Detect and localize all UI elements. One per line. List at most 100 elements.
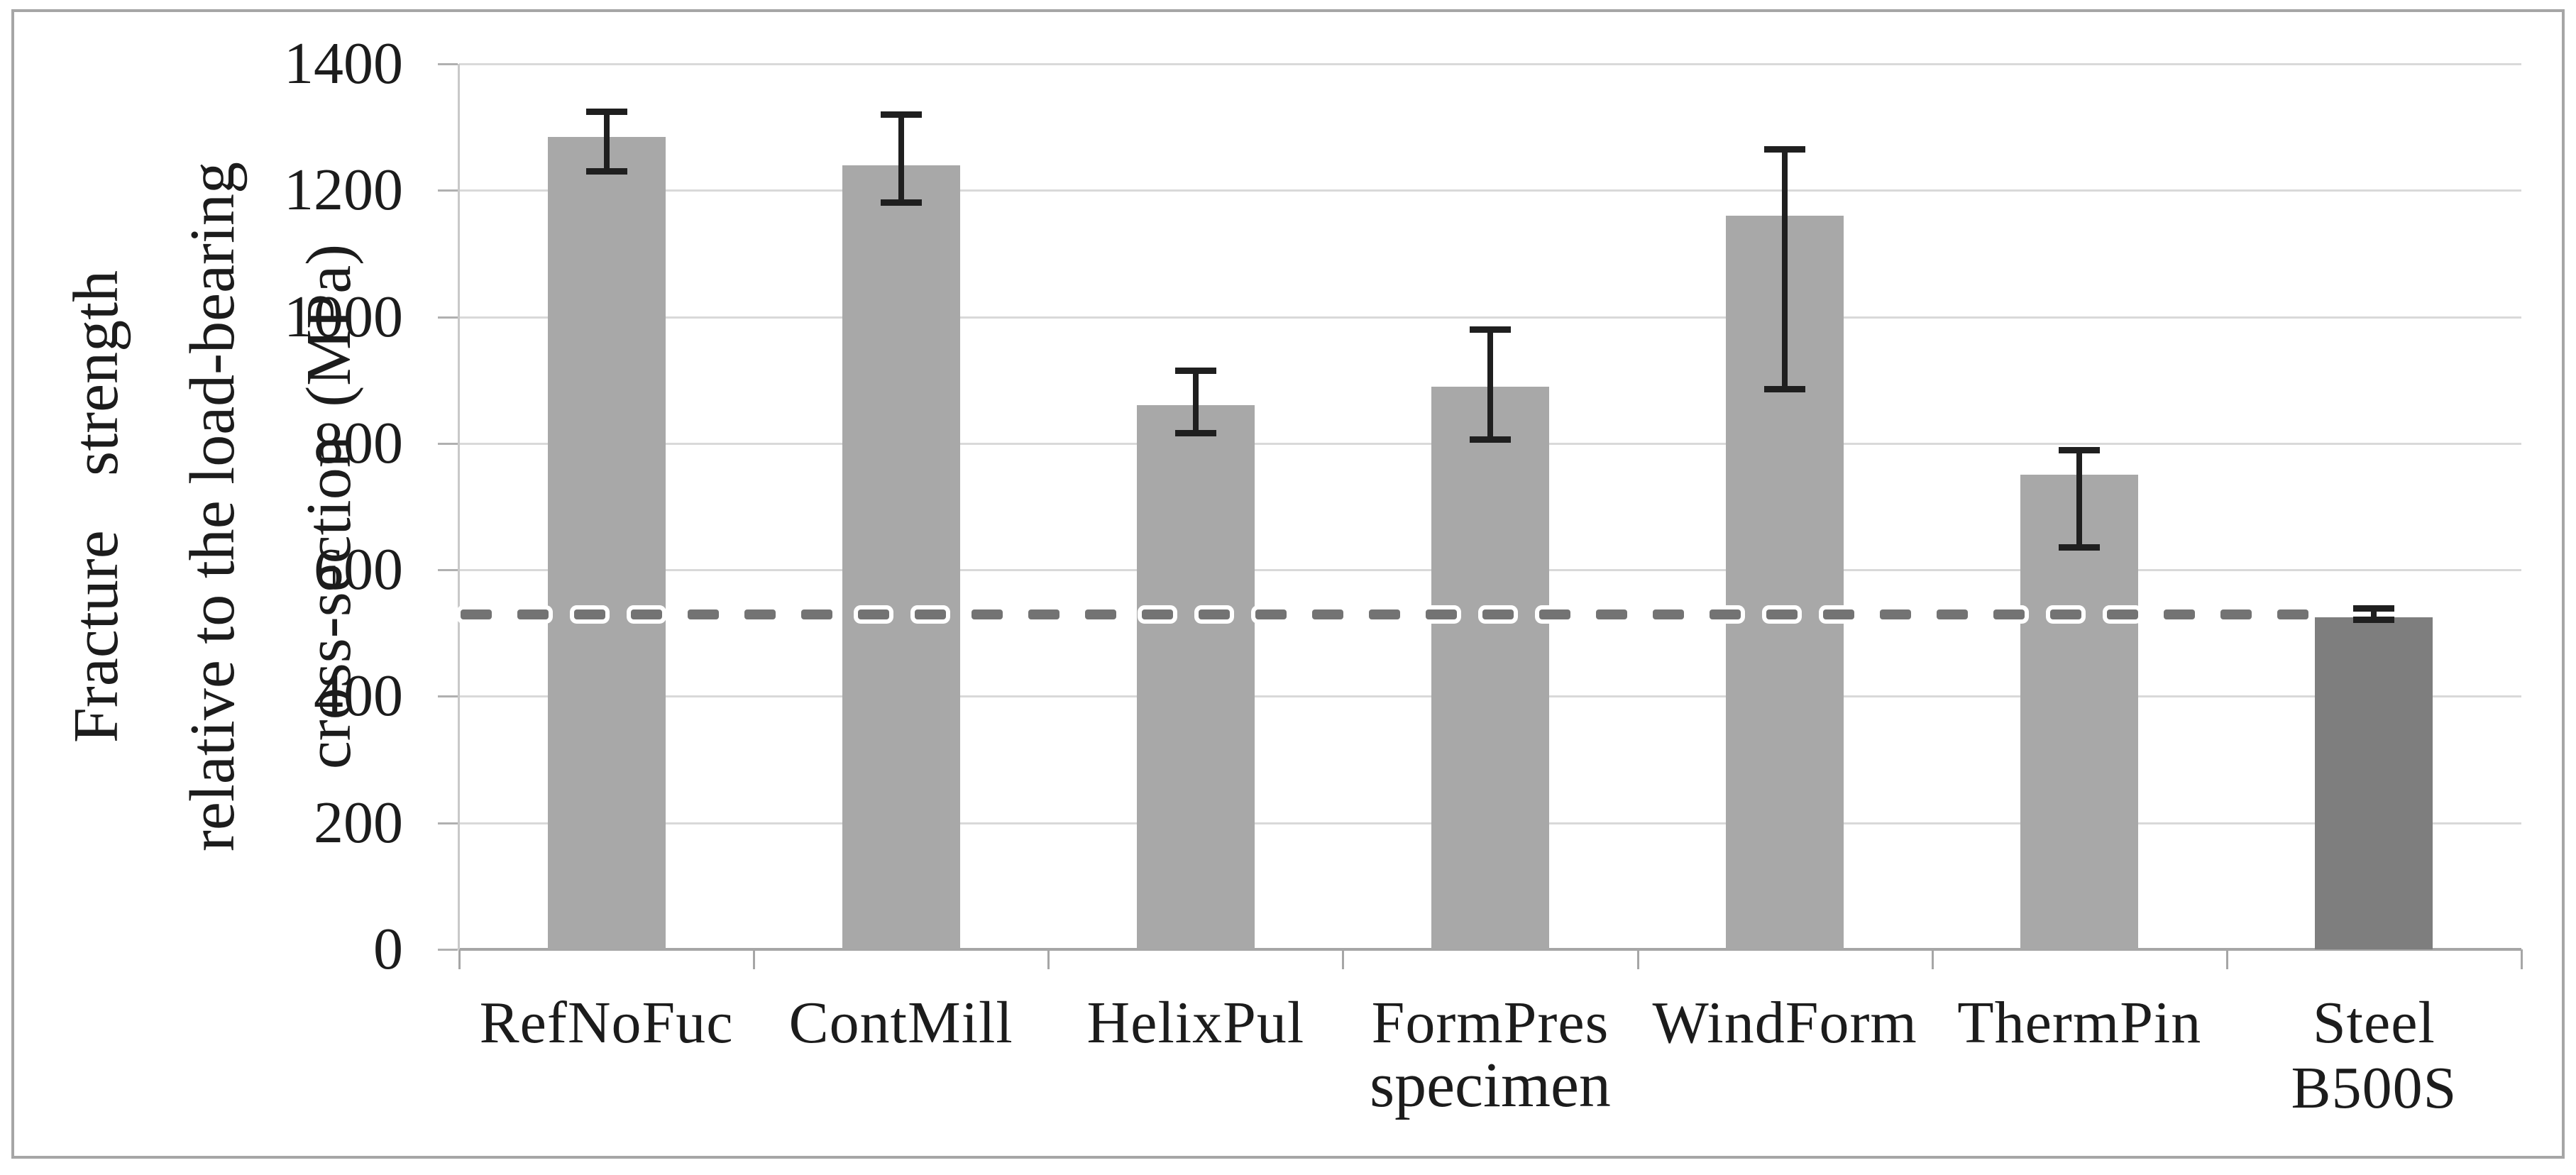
reference-dashed-line-segment xyxy=(1085,609,1116,619)
reference-dashed-line-segment xyxy=(1028,609,1059,619)
x-category-label: FormPres xyxy=(1371,990,1609,1056)
error-bar-cap-top xyxy=(1764,146,1806,153)
reference-dashed-line-segment xyxy=(744,609,776,619)
reference-dashed-line-segment xyxy=(1312,609,1343,619)
y-tick-label: 1000 xyxy=(284,283,403,350)
reference-dashed-line-segment xyxy=(1823,609,1854,619)
error-bar-cap-bottom xyxy=(1174,430,1216,437)
bar xyxy=(2020,475,2139,949)
error-bar-cap-bottom xyxy=(2059,544,2101,551)
reference-dashed-line-segment xyxy=(915,609,946,619)
x-tick-mark xyxy=(1636,949,1639,969)
reference-dashed-line-segment xyxy=(1482,609,1514,619)
x-category-label: ThermPin xyxy=(1957,990,2202,1056)
x-tick-mark xyxy=(1342,949,1345,969)
reference-dashed-line-segment xyxy=(858,609,889,619)
error-bar-cap-top xyxy=(1470,326,1511,333)
error-bar-line xyxy=(898,114,904,204)
bar xyxy=(842,165,960,949)
x-tick-mark xyxy=(458,949,461,969)
x-tick-mark xyxy=(1047,949,1050,969)
reference-dashed-line-segment xyxy=(1199,609,1230,619)
reference-dashed-line-segment xyxy=(688,609,719,619)
y-tick-label: 0 xyxy=(373,916,403,982)
x-tick-mark xyxy=(2521,949,2523,969)
reference-dashed-line-segment xyxy=(1710,609,1741,619)
y-tick-mark xyxy=(438,316,458,319)
reference-dashed-line-segment xyxy=(2164,609,2195,619)
y-tick-label: 1200 xyxy=(284,157,403,224)
y-tick-mark xyxy=(438,569,458,572)
error-bar-line xyxy=(1487,329,1493,441)
reference-dashed-line-segment xyxy=(1880,609,1911,619)
error-bar-cap-bottom xyxy=(585,167,627,175)
x-category-label: HelixPul xyxy=(1086,990,1305,1056)
reference-dashed-line-segment xyxy=(2277,609,2308,619)
reference-dashed-line-segment xyxy=(517,609,549,619)
error-bar-cap-bottom xyxy=(1764,386,1806,393)
error-bar-cap-bottom xyxy=(1470,436,1511,443)
axis-title-y-line1: Fracture strength xyxy=(61,270,131,744)
x-tick-mark xyxy=(753,949,756,969)
y-tick-mark xyxy=(438,695,458,698)
error-bar-cap-top xyxy=(2059,446,2101,453)
reference-dashed-line-segment xyxy=(1993,609,2025,619)
bar xyxy=(1431,386,1549,949)
reference-dashed-line-segment xyxy=(1426,609,1457,619)
reference-dashed-line-segment xyxy=(1539,609,1570,619)
y-tick-label: 600 xyxy=(314,536,403,603)
reference-dashed-line-segment xyxy=(1255,609,1287,619)
error-bar-line xyxy=(2371,607,2377,621)
error-bar-line xyxy=(2076,449,2083,548)
chart-border xyxy=(11,9,2565,1159)
bar-steel-b500s xyxy=(2315,617,2433,949)
reference-dashed-line-segment xyxy=(1596,609,1627,619)
error-bar-cap-top xyxy=(1174,368,1216,375)
reference-dashed-line-segment xyxy=(801,609,832,619)
error-bar-cap-top xyxy=(585,108,627,115)
y-tick-label: 200 xyxy=(314,789,403,856)
error-bar-cap-bottom xyxy=(2353,617,2395,624)
error-bar-line xyxy=(1782,149,1788,390)
y-tick-label: 800 xyxy=(314,409,403,476)
y-tick-label: 1400 xyxy=(284,31,403,96)
error-bar-cap-bottom xyxy=(880,199,922,206)
reference-dashed-line-segment xyxy=(461,609,492,619)
bar xyxy=(1136,405,1255,949)
x-tick-mark xyxy=(2225,949,2228,969)
y-tick-label: 400 xyxy=(314,663,403,729)
reference-dashed-line-segment xyxy=(2220,609,2252,619)
axis-title-x: specimen xyxy=(1370,1050,1611,1120)
y-tick-mark xyxy=(438,949,458,951)
gridline xyxy=(459,63,2521,65)
error-bar-cap-top xyxy=(2353,605,2395,612)
x-category-label: ContMill xyxy=(788,990,1013,1056)
reference-dashed-line-segment xyxy=(2107,609,2138,619)
reference-dashed-line-segment xyxy=(1653,609,1684,619)
gridline xyxy=(459,189,2521,192)
reference-dashed-line-segment xyxy=(1766,609,1798,619)
x-category-label: WindForm xyxy=(1652,990,1917,1056)
reference-dashed-line-segment xyxy=(1369,609,1400,619)
error-bar-cap-top xyxy=(880,111,922,118)
x-category-label: Steel B500S xyxy=(2291,990,2457,1121)
reference-dashed-line-segment xyxy=(1142,609,1173,619)
y-tick-mark xyxy=(438,189,458,192)
reference-dashed-line-segment xyxy=(631,609,662,619)
y-tick-mark xyxy=(438,442,458,445)
y-axis-line xyxy=(458,64,460,949)
x-axis-line xyxy=(459,948,2521,951)
bar xyxy=(547,136,666,949)
reference-dashed-line-segment xyxy=(1937,609,1968,619)
x-category-label: RefNoFuc xyxy=(479,990,734,1056)
y-tick-mark xyxy=(438,63,458,65)
y-tick-mark xyxy=(438,822,458,824)
error-bar-line xyxy=(1192,370,1199,434)
x-tick-mark xyxy=(1931,949,1934,969)
gridline xyxy=(459,316,2521,319)
reference-dashed-line-segment xyxy=(971,609,1003,619)
reference-dashed-line-segment xyxy=(2050,609,2081,619)
plot-area: RefNoFuc ContMill HelixPul FormPres WindForm… xyxy=(438,63,2523,1121)
reference-dashed-line-segment xyxy=(574,609,605,619)
